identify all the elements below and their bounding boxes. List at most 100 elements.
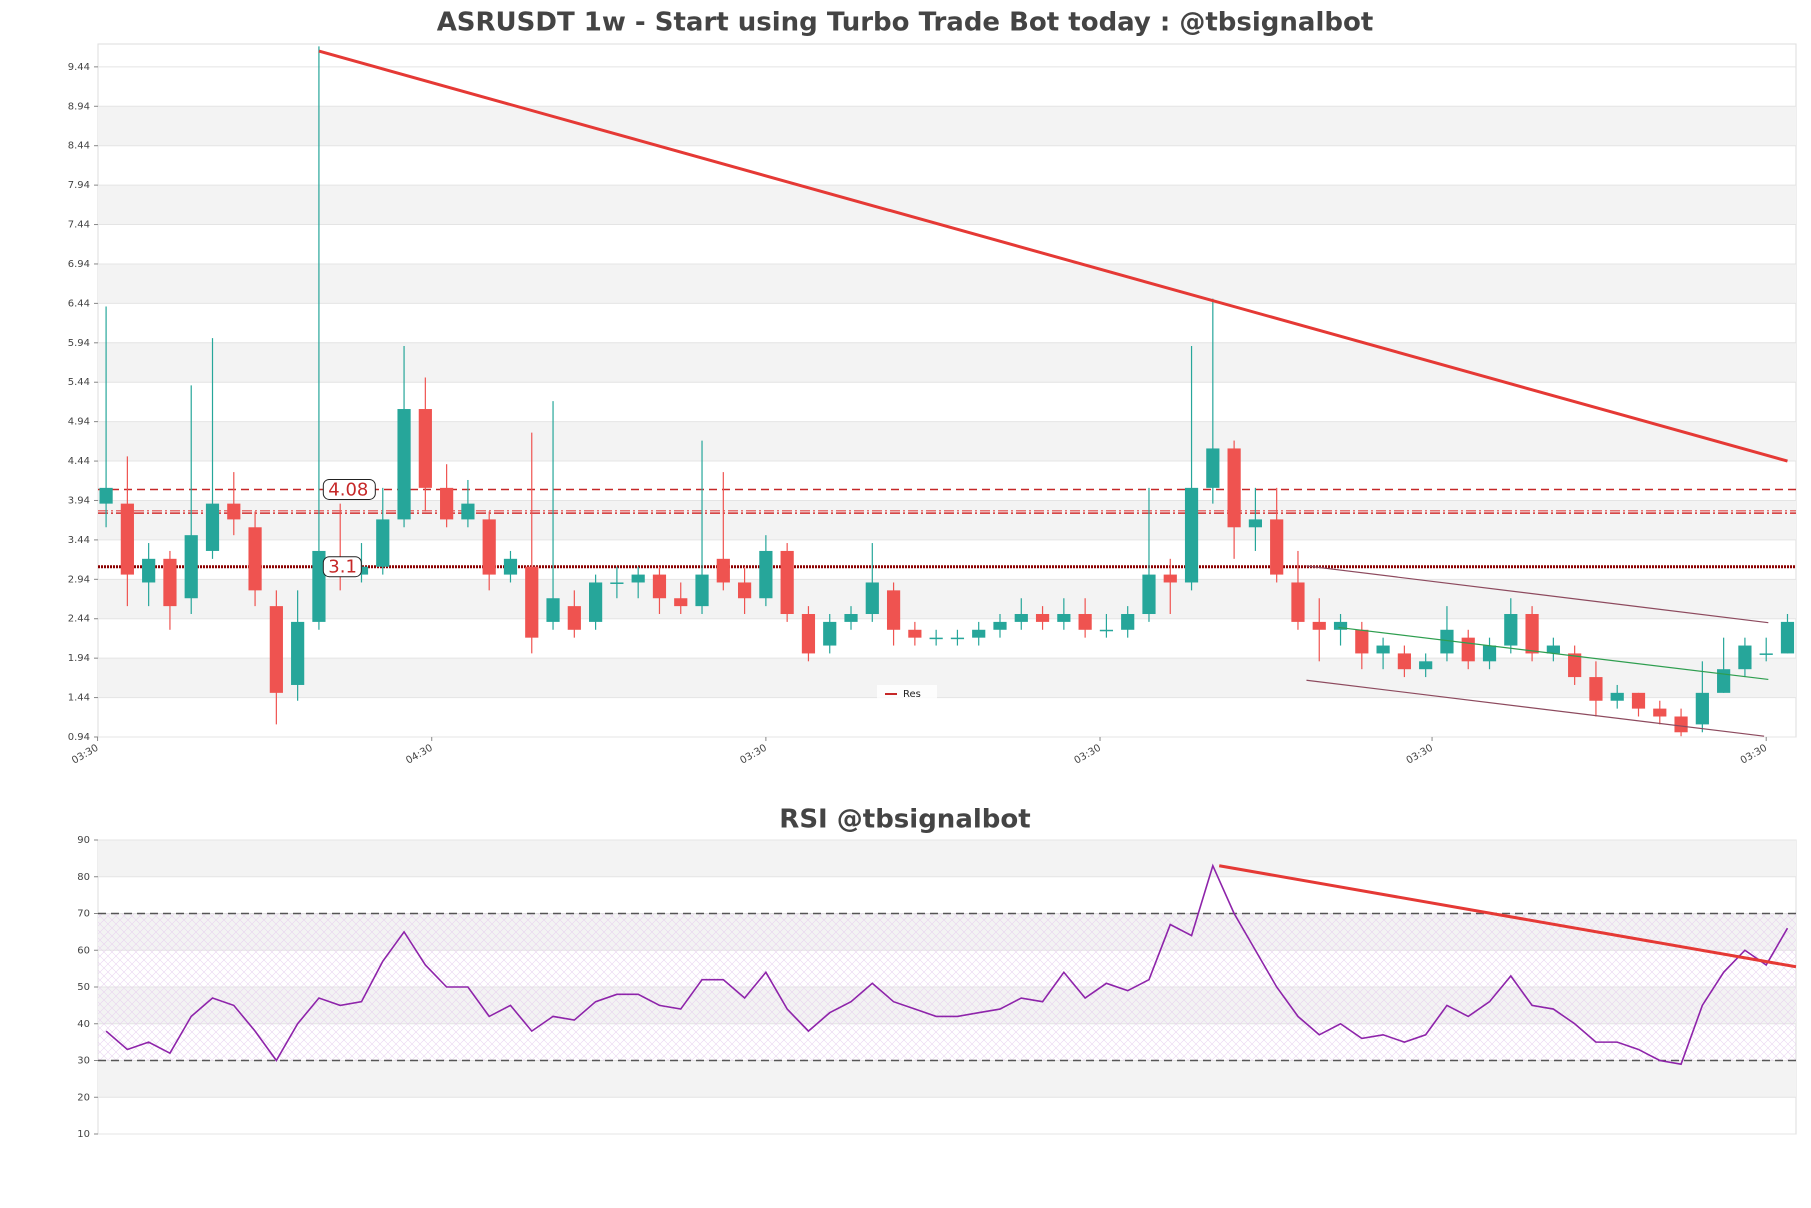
candle-body	[1014, 614, 1028, 622]
candle-body	[929, 637, 943, 640]
candle-body	[1419, 661, 1433, 670]
y-tick-label: 0.94	[68, 732, 90, 743]
y-tick-label: 8.44	[68, 141, 90, 152]
y-tick-label: 2.94	[68, 574, 90, 585]
candle-body	[503, 558, 518, 575]
candle-body	[1163, 574, 1177, 583]
candle-body	[1695, 692, 1709, 725]
y-tick-label: 90	[77, 835, 90, 846]
candle-body	[1440, 629, 1454, 654]
candle-body	[1376, 645, 1390, 654]
y-tick-label: 4.94	[68, 417, 90, 428]
candle-body	[461, 503, 475, 520]
legend-box	[877, 685, 937, 703]
y-tick-label: 70	[77, 909, 90, 920]
y-tick-label: 4.44	[68, 456, 90, 467]
candle-body	[1461, 637, 1475, 662]
level-label: 4.08	[328, 479, 368, 500]
grid-band	[98, 263, 1796, 304]
candle-body	[865, 582, 879, 615]
candle-body	[567, 606, 581, 630]
y-tick-label: 3.94	[68, 495, 90, 506]
candle-body	[376, 519, 390, 567]
candle-body	[1099, 629, 1114, 632]
candle-body	[1312, 621, 1326, 630]
y-tick-label: 2.44	[68, 614, 90, 625]
candle-body	[823, 621, 837, 646]
candle-body	[716, 558, 730, 583]
x-tick-label: 03:30	[1739, 743, 1769, 767]
y-tick-label: 6.94	[68, 259, 90, 270]
y-tick-label: 30	[77, 1056, 90, 1067]
candle-body	[695, 574, 709, 607]
candle-body	[1610, 692, 1624, 701]
grid-band	[98, 840, 1796, 877]
candle-body	[418, 409, 432, 488]
candle-body	[1780, 621, 1795, 654]
candle-body	[1142, 574, 1156, 615]
candle-body	[844, 614, 858, 622]
candle-body	[1568, 653, 1582, 678]
candle-body	[482, 519, 496, 575]
candle-body	[1759, 653, 1773, 655]
grid-band	[98, 106, 1796, 146]
candle-body	[1227, 448, 1241, 528]
candle-body	[1206, 448, 1220, 488]
candle-body	[950, 637, 965, 640]
candle-body	[972, 629, 986, 638]
y-tick-label: 10	[77, 1129, 90, 1140]
grid-band	[98, 500, 1796, 540]
grid-band	[98, 421, 1796, 462]
y-tick-label: 5.94	[68, 338, 90, 349]
candle-body	[1333, 621, 1348, 630]
candle-body	[1717, 669, 1731, 693]
candle-body	[674, 598, 688, 607]
candle-body	[1546, 645, 1560, 654]
candle-body	[248, 527, 262, 591]
candle-body	[1631, 692, 1646, 709]
x-tick-label: 03:30	[70, 743, 100, 767]
candle-body	[99, 487, 113, 504]
candle-body	[205, 503, 220, 551]
y-tick-label: 7.94	[68, 180, 90, 191]
candle-body	[589, 582, 603, 622]
candle-body	[1184, 487, 1199, 583]
candle-body	[1653, 708, 1667, 717]
level-label-box	[322, 478, 376, 500]
candle-body	[546, 598, 560, 622]
plot-area	[97, 43, 1797, 738]
candle-body	[291, 621, 305, 685]
chart-title: ASRUSDT 1w - Start using Turbo Trade Bot…	[437, 8, 1374, 38]
y-tick-label: 50	[77, 982, 90, 993]
y-tick-label: 5.44	[68, 377, 90, 388]
y-tick-label: 8.94	[68, 101, 90, 112]
x-tick-label: 03:30	[1405, 743, 1435, 767]
candle-body	[440, 487, 454, 520]
candle-body	[652, 574, 667, 599]
candle-body	[1355, 629, 1369, 654]
trend-line	[1218, 864, 1797, 969]
x-tick-label: 04:30	[404, 743, 434, 767]
y-tick-label: 1.94	[68, 653, 90, 664]
rsi-line	[105, 863, 1789, 1066]
y-tick-label: 40	[77, 1019, 90, 1030]
candle-body	[1248, 519, 1262, 528]
candle-body	[227, 503, 241, 520]
candle-body	[120, 503, 134, 575]
candle-body	[312, 550, 326, 622]
candle-body	[737, 582, 752, 599]
candle-body	[759, 550, 773, 599]
y-tick-label: 80	[77, 872, 90, 883]
legend-label: Res	[903, 689, 921, 700]
grid-band	[98, 658, 1796, 698]
candle-body	[163, 558, 177, 607]
rsi-band	[98, 913, 1796, 1061]
y-tick-label: 3.44	[68, 535, 90, 546]
y-tick-label: 60	[77, 945, 90, 956]
trend-line	[1338, 626, 1769, 681]
grid-band	[98, 342, 1796, 383]
candle-body	[1121, 614, 1135, 630]
level-label-box	[322, 556, 362, 578]
y-tick-label: 20	[77, 1092, 90, 1103]
